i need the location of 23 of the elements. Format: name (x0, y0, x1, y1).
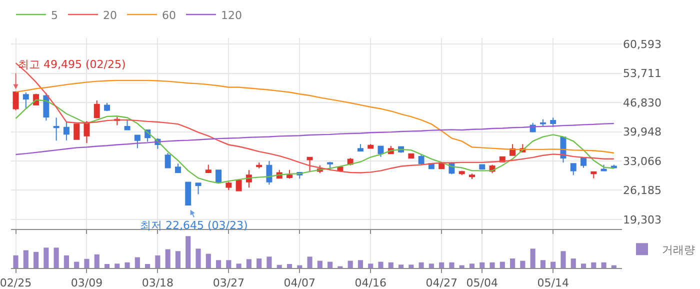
y-tick-label: 60,593 (623, 38, 662, 51)
x-tick-label: 03/27 (212, 276, 245, 289)
y-tick-label: 26,185 (623, 184, 662, 198)
y-tick-label: 39,948 (623, 126, 662, 139)
legend-label: 20 (103, 8, 117, 22)
x-tick-label: 05/14 (537, 276, 569, 289)
x-tick-label: 03/09 (70, 276, 103, 289)
x-tick-label: 03/18 (142, 276, 174, 289)
x-tick-label: 04/07 (284, 276, 316, 289)
x-tick-label: 05/04 (466, 276, 498, 289)
x-tick-label: 04/27 (426, 276, 458, 289)
legend-label: 120 (221, 8, 242, 22)
y-tick-label: 33,066 (623, 154, 662, 168)
x-tick-label: 04/16 (354, 276, 386, 289)
y-tick-label: 46,830 (623, 96, 662, 110)
legend-label: 5 (51, 8, 58, 22)
y-tick-label: 53,711 (623, 67, 662, 80)
legend-label: 거래량 (662, 243, 695, 256)
y-tick-label: 19,303 (623, 213, 662, 226)
legend-label: 60 (162, 8, 176, 22)
x-tick-label: 02/25 (0, 276, 32, 289)
annotation: 최고 49,495 (02/25) (18, 58, 126, 71)
annotation: 최저 22,645 (03/23) (140, 219, 248, 232)
